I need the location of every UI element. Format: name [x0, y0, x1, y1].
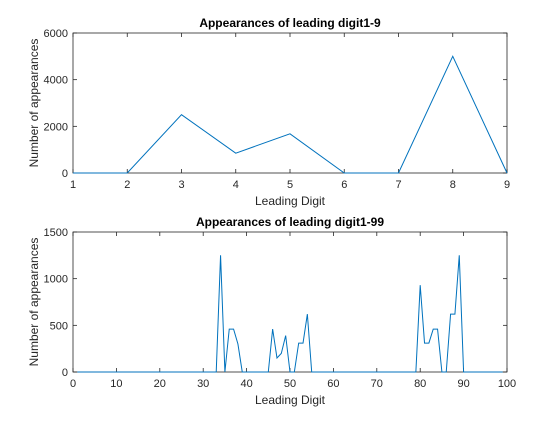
- chart-1-x-tick-label: 5: [287, 179, 293, 191]
- chart-1-y-tick-label: 2000: [44, 121, 68, 133]
- chart-1-data-point: [181, 114, 182, 115]
- chart-2-data-point: [229, 328, 230, 329]
- chart-2-data-point: [420, 285, 421, 286]
- chart-2-x-tick-label: 80: [414, 378, 426, 390]
- chart-1-data-point: [452, 56, 453, 57]
- chart-2-axes-box: [72, 231, 508, 373]
- chart-2-data-point: [311, 371, 312, 372]
- chart-1-data-point: [235, 153, 236, 154]
- chart-2-x-tick-label: 0: [70, 378, 76, 390]
- chart-2-data-point: [454, 314, 455, 315]
- chart-2-x-tick-label: 60: [327, 378, 339, 390]
- chart-2-x-axis-label: Leading Digit: [255, 393, 326, 407]
- chart-1-x-tick-label: 9: [504, 179, 510, 191]
- chart-2-x-tick-label: 40: [240, 378, 252, 390]
- chart-2-data-point: [298, 342, 299, 343]
- chart-2-data-point: [437, 328, 438, 329]
- chart-2-y-tick-label: 1000: [44, 274, 68, 286]
- chart-1-x-tick-label: 6: [341, 179, 347, 191]
- chart-1-x-tick-label: 2: [124, 179, 130, 191]
- chart-1-title: Appearances of leading digit1-9: [199, 16, 381, 30]
- chart-2-data-point: [450, 314, 451, 315]
- chart-1-x-tick-label: 7: [395, 179, 401, 191]
- chart-2-y-axis-label: Number of appearances: [27, 238, 41, 367]
- chart-1-y-tick-label: 0: [62, 168, 68, 180]
- chart-2-data-point: [272, 328, 273, 329]
- chart-2-series-line: [77, 255, 503, 373]
- chart-2-x-tick-label: 90: [457, 378, 469, 390]
- chart-2-data-point: [220, 255, 221, 256]
- chart-2-title: Appearances of leading digit1-99: [196, 215, 384, 229]
- chart-2-data-point: [224, 371, 225, 372]
- chart-1-data-point: [344, 172, 345, 173]
- chart-2-data-point: [281, 353, 282, 354]
- chart-2-data-point: [315, 371, 316, 372]
- chart-2-data-point: [294, 371, 295, 372]
- chart-1-x-tick-label: 8: [450, 179, 456, 191]
- chart-1-series-line: [73, 55, 508, 174]
- chart-1-x-tick-label: 4: [233, 179, 239, 191]
- chart-2-data-point: [237, 343, 238, 344]
- chart-2-x-tick-label: 50: [284, 378, 296, 390]
- chart-2-data-point: [276, 357, 277, 358]
- chart-2-data-point: [433, 328, 434, 329]
- chart-2-data-point: [415, 371, 416, 372]
- chart-2-data-point: [77, 371, 78, 372]
- chart-2-data-point: [307, 314, 308, 315]
- chart-2-x-tick-label: 30: [197, 378, 209, 390]
- chart-1: 1 2 3 4 5 6 7 8 9 0 2000 4000 6000 Appearances of lea…: [27, 16, 510, 208]
- chart-1-x-tick-label: 3: [178, 179, 184, 191]
- chart-2-y-tick-label: 0: [62, 367, 68, 379]
- chart-1-y-tick-label: 6000: [44, 28, 68, 40]
- chart-2-data-point: [268, 371, 269, 372]
- chart-1-x-axis-label: Leading Digit: [255, 194, 326, 208]
- chart-2-x-tick-label: 20: [154, 378, 166, 390]
- chart-2-data-point: [233, 328, 234, 329]
- chart-2-x-tick-label: 10: [110, 378, 122, 390]
- chart-1-axes-box: [72, 32, 508, 174]
- chart-1-data-point: [289, 133, 290, 134]
- chart-2-data-point: [302, 342, 303, 343]
- chart-2-data-point: [320, 371, 321, 372]
- chart-2-data-point: [289, 371, 290, 372]
- chart-2-data-point: [428, 342, 429, 343]
- chart-2-data-point: [285, 335, 286, 336]
- chart-2-data-point: [216, 371, 217, 372]
- chart-2-data-point: [502, 371, 503, 372]
- chart-1-y-axis-label: Number of appearances: [27, 39, 41, 168]
- chart-1-data-point: [506, 172, 507, 173]
- chart-2-data-point: [242, 371, 243, 372]
- chart-2-data-point: [441, 371, 442, 372]
- chart-2-y-tick-label: 500: [50, 320, 68, 332]
- chart-2-data-point: [411, 371, 412, 372]
- chart-2-y-tick-label: 1500: [44, 227, 68, 239]
- chart-1-y-tick-label: 4000: [44, 75, 68, 87]
- chart-2-data-point: [446, 371, 447, 372]
- chart-1-data-point: [398, 172, 399, 173]
- chart-1-x-tick-label: 1: [70, 179, 76, 191]
- chart-2-x-tick-label: 100: [498, 378, 516, 390]
- chart-2: 0 10 20 30 40 50 60 70 80 90 100050010001500Appear…: [27, 215, 516, 407]
- chart-2-x-tick-label: 70: [371, 378, 383, 390]
- chart-1-data-point: [127, 172, 128, 173]
- chart-2-data-point: [463, 371, 464, 372]
- chart-1-data-point: [72, 172, 73, 173]
- chart-2-data-point: [459, 255, 460, 256]
- chart-2-data-point: [424, 342, 425, 343]
